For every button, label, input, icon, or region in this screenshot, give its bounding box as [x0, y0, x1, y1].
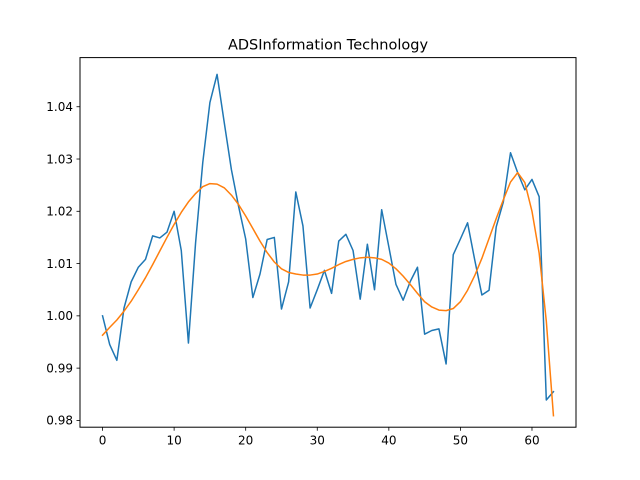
series-layer	[101, 73, 555, 417]
y-tick-label: 1.01	[46, 257, 73, 271]
y-tick-label: 1.04	[46, 100, 73, 114]
x-tick-label: 0	[99, 434, 107, 448]
x-tick-label: 30	[310, 434, 325, 448]
y-axis: 0.98 0.99 1.00 1.01 1.02 1.03 1.04	[46, 100, 80, 428]
series-line-raw	[101, 73, 555, 401]
x-tick-label: 20	[238, 434, 253, 448]
x-tick-label: 50	[453, 434, 468, 448]
chart-title: ADSInformation Technology	[228, 38, 428, 54]
y-tick-label: 1.00	[46, 309, 73, 323]
x-tick-label: 60	[524, 434, 539, 448]
series-line-smoothed	[101, 171, 555, 417]
x-tick-label: 40	[381, 434, 396, 448]
y-tick-label: 0.98	[46, 414, 73, 428]
plot-frame	[79, 57, 577, 428]
x-axis: 0 10 20 30 40 50 60	[99, 427, 540, 448]
y-tick-label: 1.03	[46, 152, 73, 166]
y-tick-label: 0.99	[46, 361, 73, 375]
y-tick-label: 1.02	[46, 205, 73, 219]
x-tick-label: 10	[166, 434, 181, 448]
